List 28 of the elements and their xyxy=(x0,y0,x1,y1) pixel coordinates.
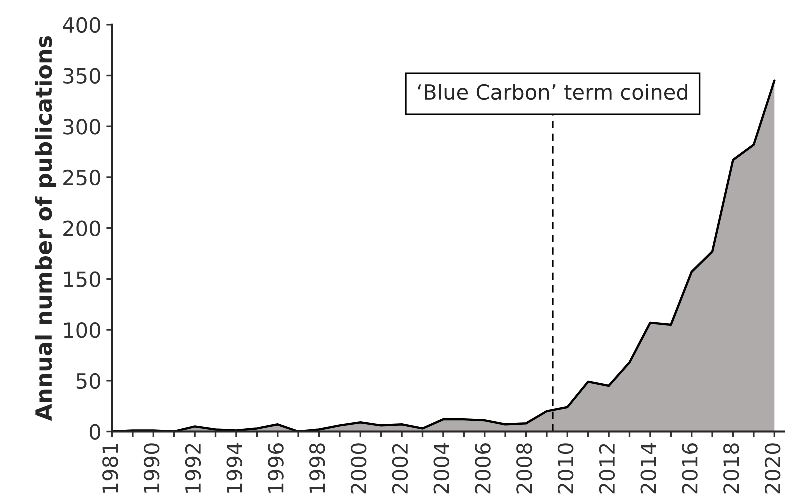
x-tick-label: 1994 xyxy=(226,443,242,493)
y-tick-label: 250 xyxy=(64,170,100,186)
x-tick-label: 2004 xyxy=(434,443,450,494)
y-axis-title: Annual number of publications xyxy=(35,36,57,422)
x-tick-label: 2018 xyxy=(724,444,740,494)
x-tick-label: 2014 xyxy=(640,443,656,494)
y-tick-label: 50 xyxy=(76,373,100,390)
x-tick-label: 1998 xyxy=(310,444,326,493)
x-tick-label: 1990 xyxy=(144,444,160,493)
x-tick-label: 2000 xyxy=(350,444,367,494)
y-tick-label: 100 xyxy=(64,322,100,338)
x-tick-label: 2016 xyxy=(682,443,698,494)
y-tick-label: 400 xyxy=(63,17,100,34)
x-tick-label: 1981 xyxy=(102,444,118,493)
x-tick-label: 2010 xyxy=(558,444,574,494)
x-tick-label: 2020 xyxy=(764,444,781,494)
y-tick-label: 0 xyxy=(90,424,100,440)
x-tick-label: 1992 xyxy=(185,444,202,493)
y-tick-label: 150 xyxy=(64,272,100,288)
x-tick-label: 2012 xyxy=(599,444,616,494)
x-tick-label: 2006 xyxy=(475,443,491,494)
x-tick-label: 1996 xyxy=(268,443,284,493)
y-tick-label: 350 xyxy=(64,68,100,84)
y-tick-label: 300 xyxy=(64,119,100,135)
annotation: ‘Blue Carbon’ term coined xyxy=(418,84,688,100)
y-tick-label: 200 xyxy=(64,220,100,237)
x-tick-label: 2002 xyxy=(392,444,408,494)
x-tick-label: 2008 xyxy=(516,444,532,494)
